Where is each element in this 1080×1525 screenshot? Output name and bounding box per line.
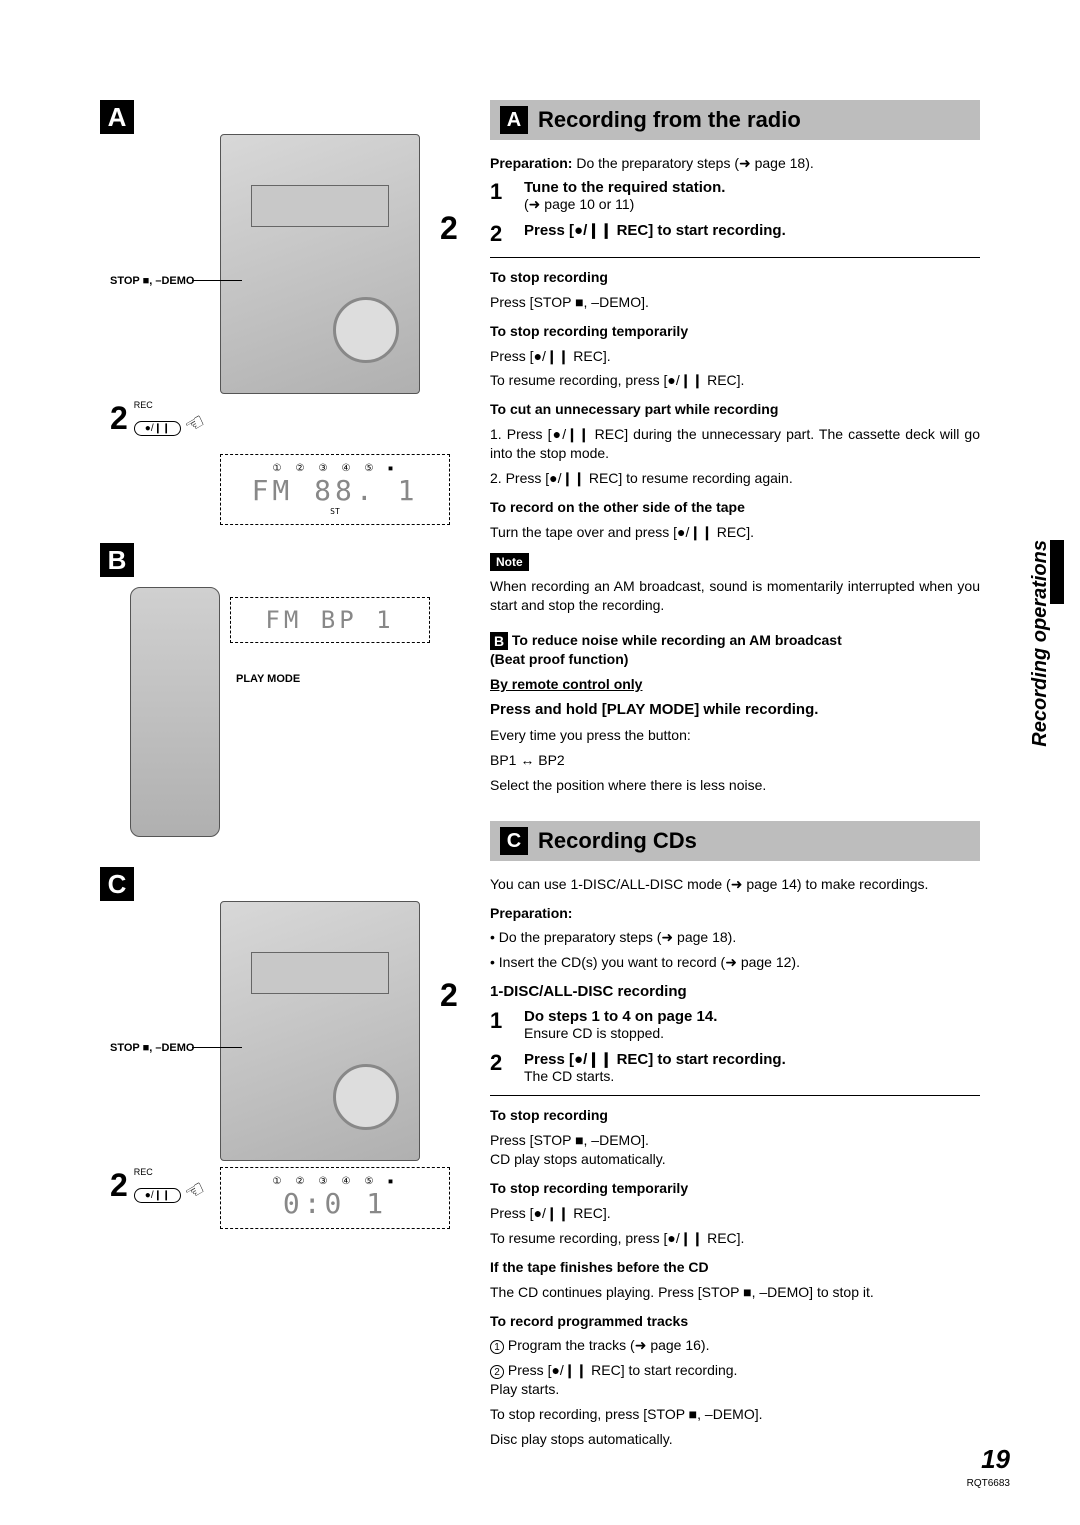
stereo-illustration-a — [220, 134, 420, 394]
step-2-a: 2 Press [●/❙❙ REC] to start recording. — [490, 221, 980, 247]
leader-line-c — [192, 1047, 242, 1048]
diagram-a: A STOP ■, –DEMO 2 2 REC ●/❙❙ ☜ ① ② ③ ④ ⑤… — [100, 100, 460, 525]
note-tag: Note — [490, 553, 529, 571]
stop-demo-label-a: STOP ■, –DEMO — [110, 275, 194, 287]
heading-recording-cds: C Recording CDs — [490, 821, 980, 861]
play-mode-label: PLAY MODE — [236, 673, 460, 685]
section-letter-a: A — [100, 100, 134, 134]
section-letter-c: C — [100, 867, 134, 901]
side-index-bar — [1050, 540, 1064, 604]
callout-2-bottom-c: 2 — [110, 1167, 128, 1204]
step-1-a: 1 Tune to the required station. (➜ page … — [490, 179, 980, 213]
left-diagram-column: A STOP ■, –DEMO 2 2 REC ●/❙❙ ☜ ① ② ③ ④ ⑤… — [100, 100, 460, 1455]
callout-2-top-a: 2 — [440, 210, 458, 247]
callout-2-top-c: 2 — [440, 977, 458, 1014]
side-tab-label: Recording operations — [1029, 540, 1052, 747]
remote-illustration — [130, 587, 220, 837]
rec-button-c: ●/❙❙ — [134, 1188, 182, 1203]
hand-pointer-icon: ☜ — [180, 408, 210, 440]
preparation-a: Preparation: Preparation: Do the prepara… — [490, 154, 980, 173]
heading-recording-radio: A Recording from the radio — [490, 100, 980, 140]
display-panel-a: ① ② ③ ④ ⑤ ▪ FM 88. 1 ST — [220, 454, 450, 525]
diagram-c: C STOP ■, –DEMO 2 2 REC ●/❙❙ ☜ ① ② ③ ④ ⑤… — [100, 867, 460, 1161]
leader-line — [192, 280, 242, 281]
right-text-column: A Recording from the radio Preparation: … — [490, 100, 1020, 1455]
stop-recording-heading: To stop recording — [490, 268, 980, 287]
step-1-c: 1 Do steps 1 to 4 on page 14. Ensure CD … — [490, 1008, 980, 1042]
callout-2-bottom-a: 2 — [110, 400, 128, 437]
display-panel-c: ① ② ③ ④ ⑤ ▪ 0:0 1 — [220, 1167, 450, 1229]
display-panel-b: FM BP 1 — [230, 597, 430, 643]
stop-demo-label-c: STOP ■, –DEMO — [110, 1042, 194, 1054]
stereo-illustration-c — [220, 901, 420, 1161]
diagram-b: B FM BP 1 PLAY MODE — [100, 543, 460, 837]
rec-button-a: ●/❙❙ — [134, 421, 182, 436]
hand-pointer-icon-c: ☜ — [180, 1175, 210, 1207]
section-letter-b: B — [100, 543, 134, 577]
document-code: RQT6683 — [967, 1478, 1010, 1489]
page-number: 19 — [981, 1444, 1010, 1475]
step-2-c: 2 Press [●/❙❙ REC] to start recording. T… — [490, 1050, 980, 1085]
